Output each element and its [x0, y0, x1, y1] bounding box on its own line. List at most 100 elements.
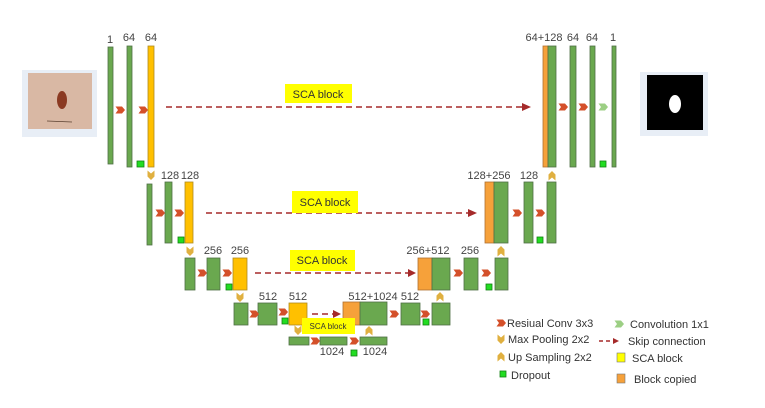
conv-block: [431, 302, 451, 326]
level1-encoder: 1 64 64: [107, 32, 157, 180]
conv-block: [126, 45, 133, 168]
sca-label-box: [302, 318, 355, 334]
legend-residual-conv: Resiual Conv 3x3: [507, 318, 593, 330]
level4-encoder: 512 512: [233, 291, 308, 335]
sca-label-box: [292, 191, 358, 213]
conv-block: [257, 302, 278, 326]
dropout-icon: [225, 283, 233, 291]
residual-conv-icon: [197, 269, 207, 277]
conv-block: [164, 181, 173, 244]
residual-conv-icon: [420, 310, 430, 318]
conv-block: [184, 257, 196, 291]
residual-conv-icon: [578, 103, 588, 111]
conv-block: [546, 181, 557, 244]
legend-conv1x1: Convolution 1x1: [630, 319, 709, 331]
skip-arrowhead: [408, 269, 416, 277]
up-sampling-icon: [548, 171, 556, 181]
up-sampling-icon: [497, 352, 505, 362]
sca-label-box: [290, 250, 355, 271]
residual-conv-icon: [481, 269, 491, 277]
conv-block: [400, 302, 421, 326]
channel-label: 256: [204, 245, 222, 257]
skip-arrowhead: [468, 209, 477, 217]
conv-block: [146, 183, 153, 246]
residual-conv-icon: [249, 310, 259, 318]
channel-label: 256: [231, 245, 249, 257]
max-pooling-icon: [497, 334, 505, 344]
conv-block: [319, 336, 348, 346]
dropout-icon: [536, 236, 544, 244]
output-mask-image: [640, 72, 708, 136]
sca-label: SCA block: [297, 255, 348, 267]
conv-block: [494, 257, 509, 291]
channel-label: 1: [610, 32, 616, 44]
conv-block: [288, 336, 310, 346]
level4-sca: SCA block: [302, 318, 355, 334]
residual-conv-icon: [512, 209, 522, 217]
sca-label: SCA block: [310, 322, 348, 331]
channel-label: 128: [161, 170, 179, 182]
level3-decoder: 256+512 256: [406, 245, 509, 291]
legend-block-copied: Block copied: [634, 374, 696, 386]
skip-arrowhead: [522, 103, 531, 111]
channel-label: 64+128: [525, 32, 562, 44]
sca-label: SCA block: [300, 197, 351, 209]
residual-conv-icon: [155, 209, 165, 217]
residual-conv-icon: [535, 209, 545, 217]
residual-conv-icon: [138, 106, 148, 114]
legend: Resiual Conv 3x3 Max Pooling 2x2 Up Samp…: [496, 318, 709, 386]
channel-label: 128: [181, 170, 199, 182]
conv-block: [233, 302, 249, 326]
max-pooling-icon: [186, 246, 194, 256]
level1-skip: SCA block: [166, 84, 531, 111]
conv-block: [589, 45, 596, 168]
conv-block: [569, 45, 577, 168]
dropout-icon: [350, 349, 358, 357]
skip-arrowhead: [333, 310, 341, 318]
skip-arrowhead: [613, 338, 619, 344]
conv-block: [523, 181, 534, 244]
conv-block: [547, 45, 557, 168]
input-image: [22, 70, 97, 137]
channel-label: 128: [520, 170, 538, 182]
residual-conv-icon: [496, 319, 506, 327]
legend-skip: Skip connection: [628, 336, 706, 348]
channel-label: 512: [259, 291, 277, 303]
channel-label: 64: [586, 32, 598, 44]
channel-label: 256: [461, 245, 479, 257]
channel-label: 512+1024: [348, 291, 397, 303]
dropout-icon: [485, 283, 493, 291]
level1-decoder: 64+128 64 64 1: [525, 32, 617, 181]
dropout-icon: [136, 160, 145, 168]
sca-block: [147, 45, 155, 168]
conv1x1-icon: [614, 320, 624, 328]
copied-block: [542, 45, 549, 168]
conv-block: [493, 181, 509, 244]
legend-dropout: Dropout: [511, 370, 550, 382]
sca-block: [184, 181, 194, 244]
residual-conv-icon: [558, 103, 568, 111]
max-pooling-icon: [147, 170, 155, 180]
level2-encoder: 128 128: [146, 170, 199, 256]
level4-decoder: 512+1024 512: [342, 291, 451, 326]
conv-block: [206, 257, 221, 291]
copied-block: [417, 257, 433, 291]
legend-max-pooling: Max Pooling 2x2: [508, 334, 589, 346]
channel-label: 64: [145, 32, 157, 44]
dropout-icon: [599, 160, 607, 168]
level2-skip: SCA block: [206, 191, 477, 217]
dropout-icon: [281, 317, 289, 325]
level3-skip: SCA block: [255, 250, 416, 277]
up-sampling-icon: [436, 292, 444, 302]
dropout-icon: [422, 318, 430, 326]
residual-conv-icon: [453, 269, 463, 277]
level4-skip: [312, 310, 341, 318]
up-sampling-icon: [497, 246, 505, 256]
channel-label: 64: [567, 32, 579, 44]
output-block: [611, 45, 617, 168]
residual-conv-icon: [115, 106, 125, 114]
bottleneck: 1024 1024: [288, 326, 388, 358]
channel-label: 256+512: [406, 245, 449, 257]
dropout-icon: [177, 236, 185, 244]
